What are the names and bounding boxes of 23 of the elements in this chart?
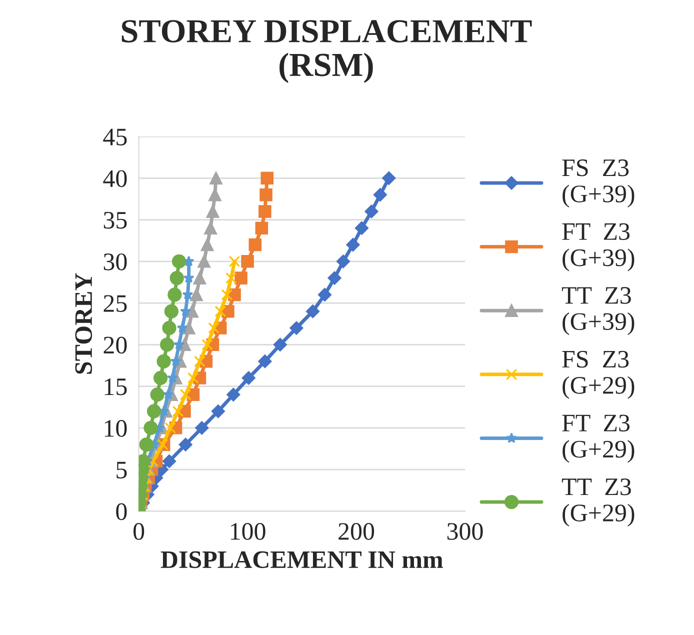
x-axis-title: DISPLACEMENT IN mm <box>160 551 443 568</box>
legend-label: TT Z3 (G+39) <box>562 287 634 336</box>
x-tick-label: 200 <box>338 523 374 540</box>
legend-label: FT Z3 (G+39) <box>562 223 634 272</box>
legend-label: FS Z3 (G+39) <box>562 159 634 208</box>
y-tick-label: 45 <box>103 128 127 146</box>
x-tick-label: 300 <box>447 523 483 540</box>
y-tick-label: 30 <box>104 253 127 270</box>
y-tick-label: 10 <box>104 420 127 437</box>
y-tick-label: 25 <box>104 295 127 312</box>
y-tick-label: 0 <box>116 503 127 520</box>
legend-label: FT Z3 (G+29) <box>562 414 634 463</box>
x-tick-label: 100 <box>230 523 266 540</box>
x-tick-label: 0 <box>134 523 144 540</box>
y-tick-label: 20 <box>104 336 127 354</box>
y-tick-label: 35 <box>104 212 127 229</box>
y-axis-title: STOREY <box>75 273 92 374</box>
y-tick-label: 15 <box>104 378 127 396</box>
chart-title: STOREY DISPLACEMENT (RSM) <box>122 20 532 83</box>
legend-label: TT Z3 (G+29) <box>562 478 634 527</box>
y-tick-label: 40 <box>103 170 127 188</box>
legend-label: FS Z3 (G+29) <box>562 350 634 399</box>
y-tick-label: 5 <box>116 462 127 478</box>
